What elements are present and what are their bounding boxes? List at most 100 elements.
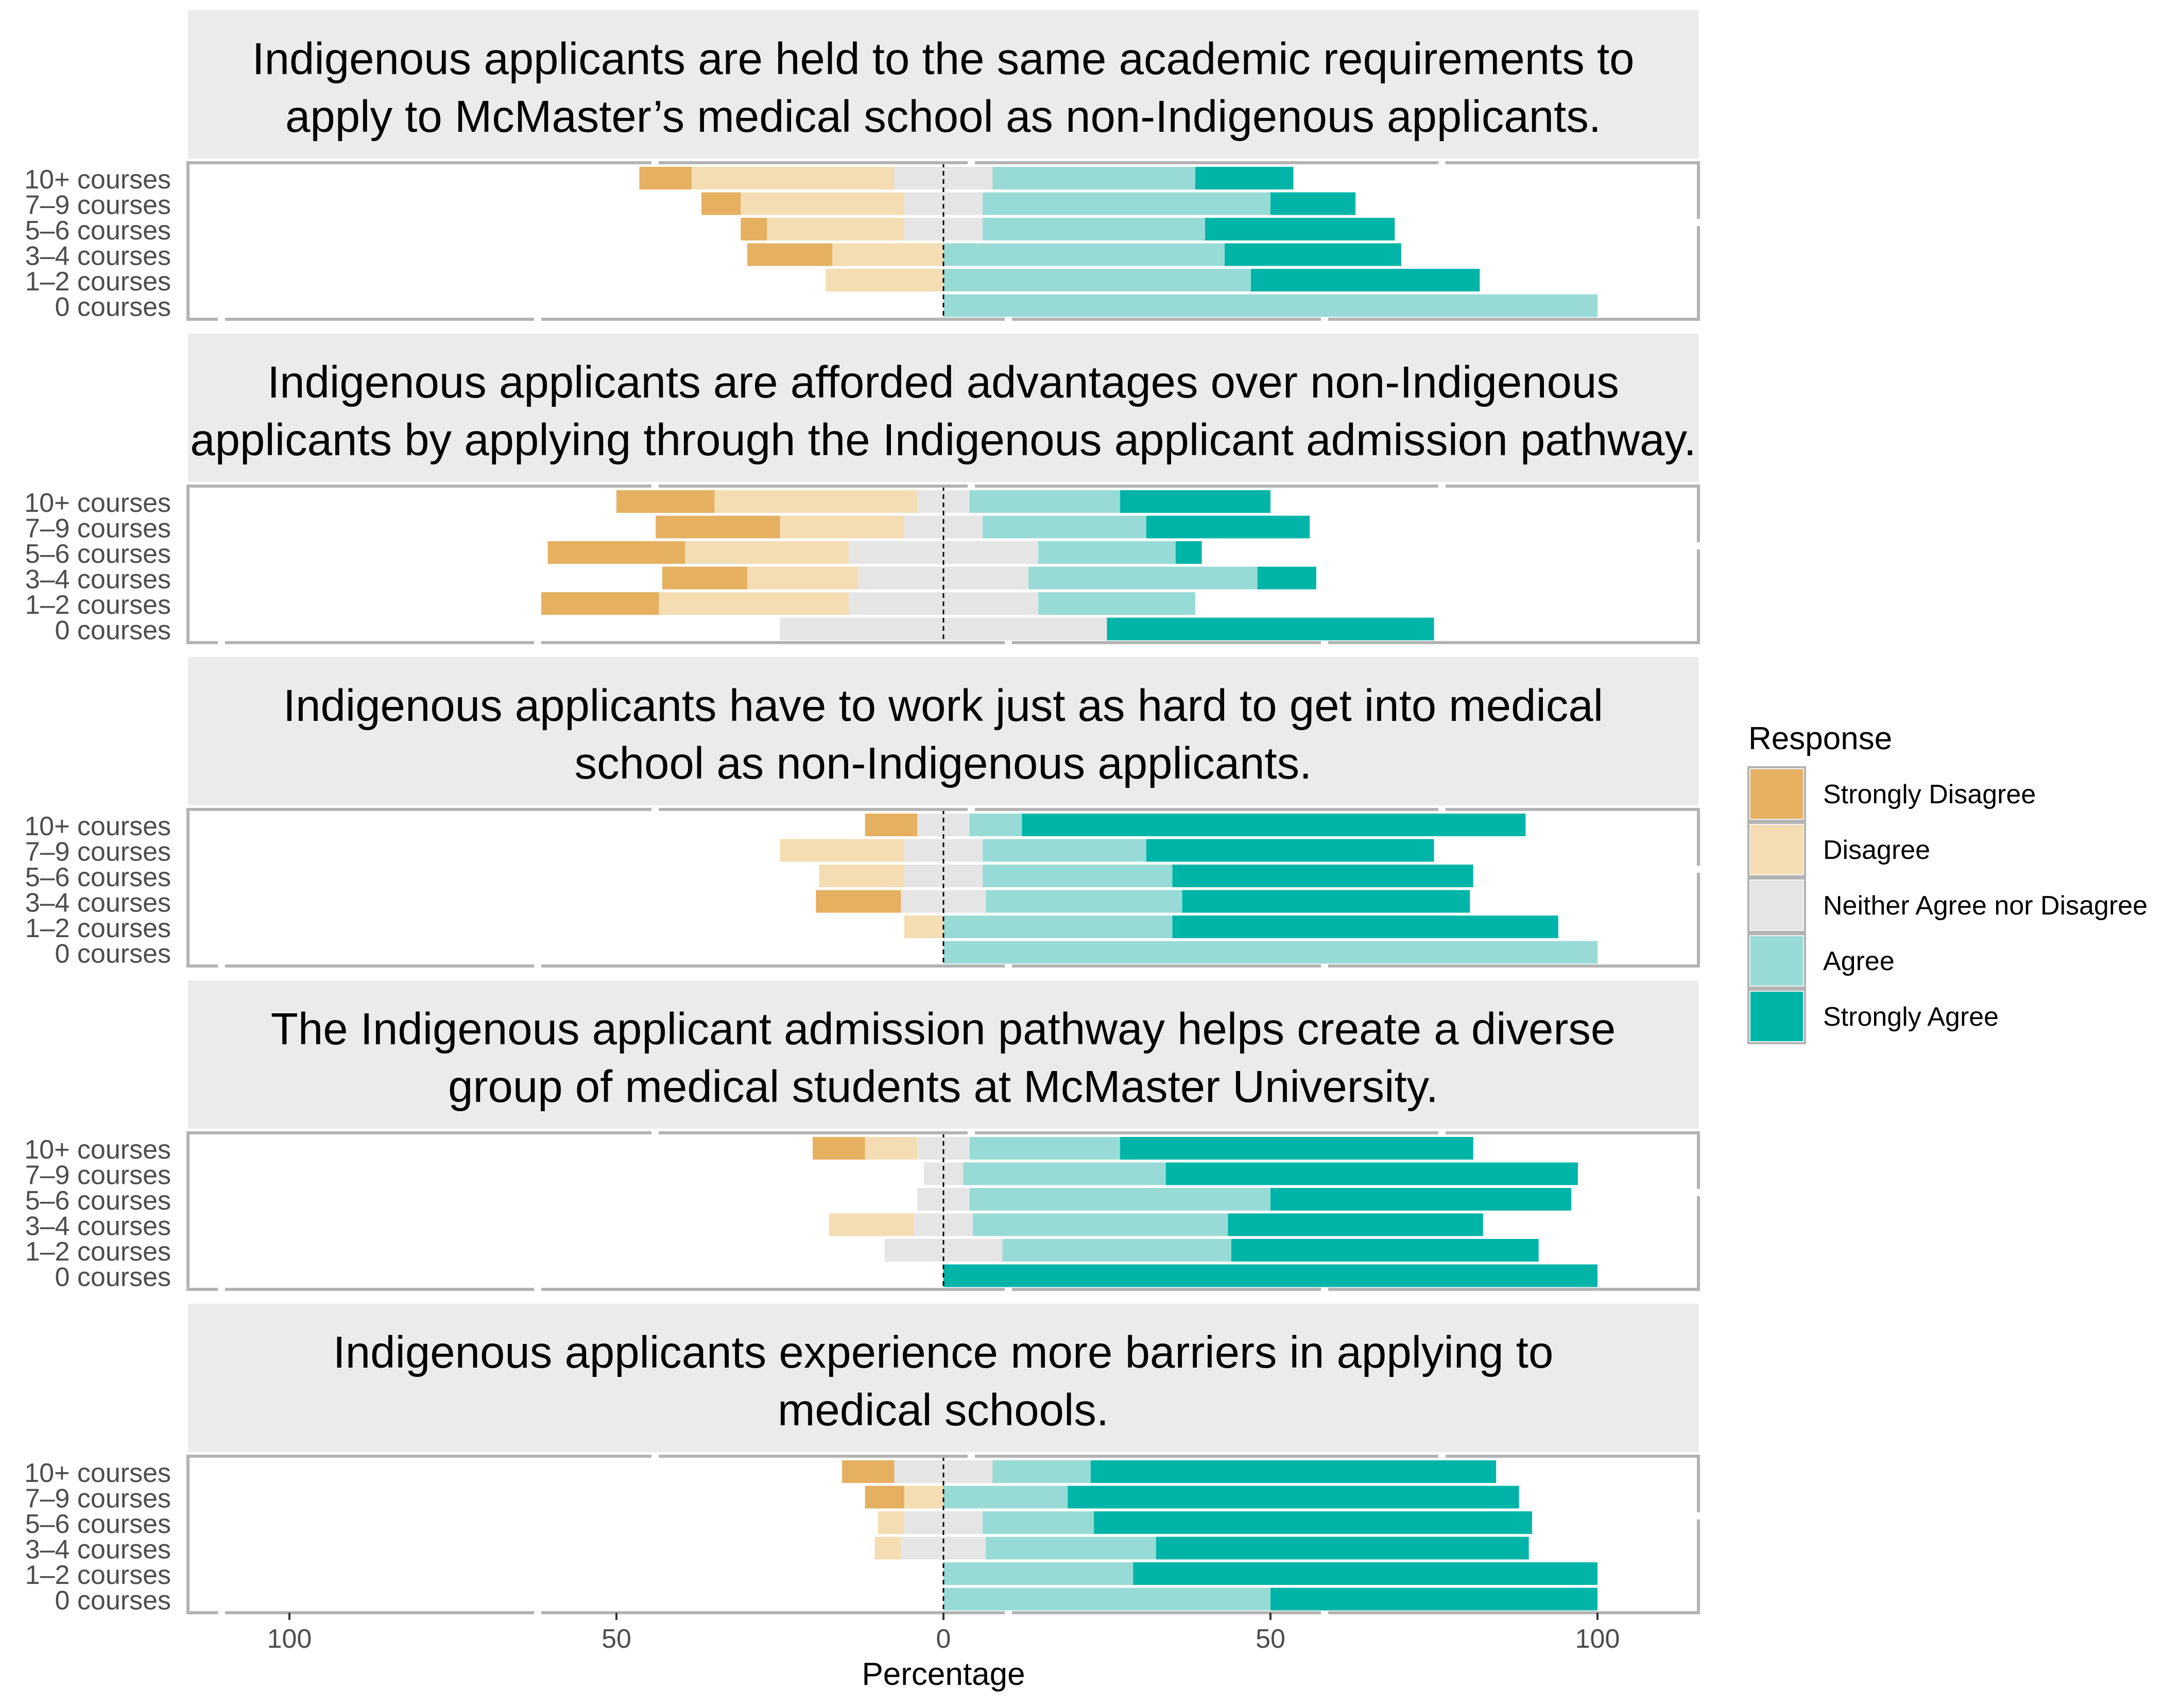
panel-3: Indigenous applicants have to work just …	[24, 657, 1700, 969]
panel-title-strip	[188, 657, 1698, 805]
bar-strongly-agree	[1270, 1588, 1597, 1611]
bar-agree	[969, 1188, 1270, 1211]
category-label: 0 courses	[55, 939, 171, 969]
bar-agree	[943, 1486, 1068, 1509]
bar-strongly-agree	[1133, 1562, 1597, 1585]
category-label: 7–9 courses	[25, 191, 171, 220]
legend-swatch-strongly-disagree	[1750, 769, 1803, 819]
category-label: 7–9 courses	[25, 514, 171, 544]
bar-strongly-disagree	[813, 1137, 865, 1160]
x-tick-label: 0	[936, 1624, 951, 1654]
panel-title-line: medical schools.	[778, 1385, 1109, 1435]
panel-title-strip	[188, 980, 1698, 1129]
legend: Response Strongly Disagree Disagree Neither…	[1747, 721, 2147, 1044]
category-label: 3–4 courses	[25, 888, 171, 918]
bar-agree	[963, 1162, 1166, 1185]
bar-strongly-agree	[1175, 541, 1202, 564]
bar-disagree	[767, 218, 904, 240]
x-tick-label: 50	[602, 1624, 631, 1654]
bar-strongly-disagree	[656, 515, 780, 539]
bar-strongly-agree	[1068, 1486, 1519, 1509]
bar-agree	[983, 839, 1146, 862]
bar-disagree	[826, 269, 943, 291]
category-label: 7–9 courses	[25, 837, 171, 867]
bar-strongly-disagree	[541, 592, 659, 615]
legend-label-disagree: Disagree	[1823, 835, 1930, 865]
bar-strongly-agree	[1172, 865, 1473, 887]
bar-agree	[969, 490, 1120, 513]
bar-neither-agree-nor-disagree	[917, 1137, 970, 1160]
bar-strongly-disagree	[639, 167, 692, 189]
bar-disagree	[780, 839, 904, 862]
legend-swatch-agree	[1750, 936, 1803, 986]
bar-strongly-agree	[1022, 814, 1526, 836]
bar-disagree	[832, 243, 943, 266]
legend-title: Response	[1748, 721, 1892, 756]
plot-border	[186, 808, 1700, 968]
category-label: 1–2 courses	[25, 1237, 171, 1267]
bar-disagree	[685, 541, 849, 564]
bar-agree	[1038, 541, 1176, 564]
category-label: 0 courses	[55, 616, 171, 646]
panel-2: Indigenous applicants are afforded advan…	[24, 334, 1700, 646]
panel-title-line: applicants by applying through the Indig…	[190, 415, 1696, 465]
bar-agree	[986, 1537, 1156, 1560]
bar-neither-agree-nor-disagree	[894, 1460, 993, 1483]
bar-agree	[943, 294, 1597, 317]
bar-strongly-agree	[1250, 269, 1480, 291]
panel-title-strip	[188, 10, 1698, 159]
bar-strongly-agree	[1090, 1460, 1497, 1483]
bar-disagree	[659, 592, 849, 615]
bar-strongly-agree	[1228, 1213, 1483, 1236]
bar-strongly-agree	[1120, 1137, 1473, 1160]
panel-1: Indigenous applicants are held to the sa…	[24, 10, 1700, 322]
panel-title-line: apply to McMaster’s medical school as no…	[285, 92, 1601, 142]
category-label: 0 courses	[55, 1263, 171, 1292]
bar-agree	[969, 1137, 1120, 1160]
category-label: 1–2 courses	[25, 590, 171, 620]
x-tick-label: 50	[1256, 1624, 1285, 1654]
category-label: 5–6 courses	[25, 1509, 171, 1539]
category-label: 5–6 courses	[25, 1186, 171, 1216]
bar-neither-agree-nor-disagree	[917, 814, 970, 836]
bar-agree	[986, 890, 1182, 913]
bar-disagree	[878, 1511, 904, 1534]
bar-strongly-disagree	[616, 490, 715, 513]
bar-disagree	[780, 515, 904, 539]
category-label: 7–9 courses	[25, 1161, 171, 1191]
bar-strongly-disagree	[662, 566, 747, 590]
category-label: 1–2 courses	[25, 913, 171, 943]
bar-strongly-agree	[1270, 192, 1356, 215]
bar-strongly-agree	[943, 1264, 1597, 1287]
category-label: 5–6 courses	[25, 862, 171, 892]
bar-agree	[1038, 592, 1195, 615]
category-label: 10+ courses	[24, 1135, 171, 1165]
bar-disagree	[874, 1537, 901, 1560]
plot-border	[186, 161, 1700, 321]
bar-strongly-disagree	[701, 192, 741, 215]
panel-4: The Indigenous applicant admission pathw…	[24, 980, 1700, 1292]
plot-border	[186, 1131, 1700, 1291]
bar-agree	[943, 1562, 1133, 1585]
bar-agree	[992, 1460, 1091, 1483]
bar-strongly-agree	[1146, 839, 1434, 862]
legend-label-neither-agree-nor-disagree: Neither Agree nor Disagree	[1823, 891, 2147, 921]
bar-strongly-disagree	[865, 1486, 904, 1509]
panel-title-strip	[188, 334, 1698, 482]
bar-strongly-agree	[1120, 490, 1270, 513]
panel-title-line: The Indigenous applicant admission pathw…	[271, 1004, 1616, 1054]
bar-strongly-disagree	[865, 814, 918, 836]
panels: Indigenous applicants are held to the sa…	[24, 10, 1700, 1616]
legend-swatch-strongly-agree	[1750, 992, 1803, 1041]
bar-disagree	[829, 1213, 914, 1236]
bar-disagree	[865, 1137, 918, 1160]
panel-5: Indigenous applicants experience more ba…	[24, 1304, 1700, 1616]
bar-disagree	[714, 490, 918, 513]
bar-strongly-agree	[1107, 617, 1434, 641]
bar-strongly-disagree	[842, 1460, 895, 1483]
bar-strongly-agree	[1182, 890, 1470, 913]
bar-agree	[983, 192, 1270, 215]
bar-disagree	[741, 192, 904, 215]
bar-strongly-disagree	[816, 890, 901, 913]
